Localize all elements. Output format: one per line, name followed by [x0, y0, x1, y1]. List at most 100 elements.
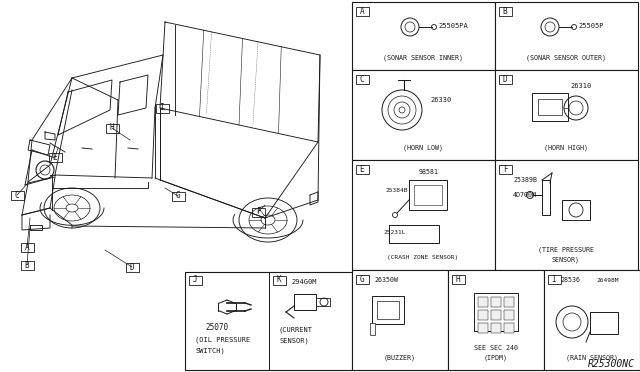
- Bar: [20, 243, 33, 251]
- Bar: [491, 297, 501, 307]
- Text: 4D700M: 4D700M: [513, 192, 537, 198]
- Bar: [495, 70, 638, 160]
- Text: (OIL PRESSURE: (OIL PRESSURE: [195, 337, 250, 343]
- Text: G: G: [176, 192, 180, 201]
- Text: (CURRENT: (CURRENT: [279, 327, 313, 333]
- Text: 26310: 26310: [570, 83, 591, 89]
- Bar: [377, 301, 399, 319]
- Text: C: C: [360, 74, 364, 83]
- Bar: [504, 323, 514, 333]
- Bar: [106, 124, 118, 132]
- Text: F: F: [256, 208, 260, 217]
- Text: (CRASH ZONE SENSOR): (CRASH ZONE SENSOR): [387, 256, 459, 260]
- Bar: [172, 192, 184, 201]
- Bar: [495, 160, 638, 270]
- Bar: [491, 323, 501, 333]
- Bar: [185, 272, 352, 370]
- Bar: [352, 270, 448, 370]
- Text: D: D: [502, 74, 508, 83]
- Bar: [478, 323, 488, 333]
- Bar: [355, 164, 369, 173]
- Text: H: H: [109, 124, 115, 132]
- Text: A: A: [25, 243, 29, 251]
- Text: G: G: [360, 275, 364, 283]
- Bar: [409, 180, 447, 210]
- Bar: [499, 74, 511, 83]
- Bar: [389, 225, 439, 243]
- Bar: [316, 298, 330, 306]
- Bar: [273, 276, 285, 285]
- Bar: [504, 310, 514, 320]
- Bar: [499, 164, 511, 173]
- Bar: [478, 310, 488, 320]
- Bar: [542, 180, 550, 215]
- Text: K: K: [276, 276, 282, 285]
- Text: SENSOR): SENSOR): [279, 338, 308, 344]
- Bar: [189, 276, 202, 285]
- Bar: [495, 2, 638, 70]
- Bar: [504, 297, 514, 307]
- Text: 25389B: 25389B: [513, 177, 537, 183]
- Bar: [532, 93, 568, 121]
- Bar: [355, 275, 369, 283]
- Text: (BUZZER): (BUZZER): [384, 355, 416, 361]
- Bar: [499, 6, 511, 16]
- Text: 98581: 98581: [419, 169, 439, 175]
- Text: I: I: [552, 275, 556, 283]
- Bar: [448, 270, 544, 370]
- Text: 25505PA: 25505PA: [438, 23, 468, 29]
- Bar: [451, 275, 465, 283]
- Text: 28536: 28536: [560, 277, 580, 283]
- Bar: [355, 6, 369, 16]
- Bar: [294, 294, 316, 310]
- Bar: [10, 190, 24, 199]
- Text: J: J: [193, 276, 197, 285]
- Bar: [414, 185, 442, 205]
- Bar: [156, 103, 168, 112]
- Text: (HORN LOW): (HORN LOW): [403, 145, 443, 151]
- Text: E: E: [52, 153, 58, 161]
- Bar: [352, 2, 495, 70]
- Text: F: F: [502, 164, 508, 173]
- Text: SWITCH): SWITCH): [195, 348, 225, 354]
- Bar: [547, 275, 561, 283]
- Bar: [125, 263, 138, 272]
- Text: (SONAR SENSOR OUTER): (SONAR SENSOR OUTER): [526, 55, 606, 61]
- Text: SENSOR): SENSOR): [552, 257, 580, 263]
- Text: H: H: [456, 275, 460, 283]
- Text: 26350W: 26350W: [374, 277, 398, 283]
- Text: 25384B: 25384B: [385, 187, 408, 192]
- Bar: [590, 312, 618, 334]
- Text: SEE SEC 240: SEE SEC 240: [474, 345, 518, 351]
- Text: D: D: [130, 263, 134, 272]
- Bar: [352, 160, 495, 270]
- Text: R25300NC: R25300NC: [588, 359, 635, 369]
- Bar: [544, 270, 640, 370]
- Text: 25231L: 25231L: [383, 231, 406, 235]
- Text: (SONAR SENSOR INNER): (SONAR SENSOR INNER): [383, 55, 463, 61]
- Text: 25505P: 25505P: [578, 23, 604, 29]
- Text: 26498M: 26498M: [596, 278, 618, 282]
- Bar: [372, 296, 404, 324]
- Bar: [538, 99, 562, 115]
- Text: E: E: [360, 164, 364, 173]
- Text: I: I: [160, 103, 164, 112]
- Bar: [352, 70, 495, 160]
- Bar: [478, 297, 488, 307]
- Text: B: B: [25, 260, 29, 269]
- Text: B: B: [502, 6, 508, 16]
- Text: (TIRE PRESSURE: (TIRE PRESSURE: [538, 247, 594, 253]
- Text: 26330: 26330: [430, 97, 451, 103]
- Bar: [474, 293, 518, 331]
- Text: 294G0M: 294G0M: [291, 279, 317, 285]
- Bar: [491, 310, 501, 320]
- Bar: [252, 208, 264, 217]
- Text: (IPDM): (IPDM): [484, 355, 508, 361]
- Text: 25070: 25070: [205, 323, 228, 331]
- Text: (RAIN SENSOR): (RAIN SENSOR): [566, 355, 618, 361]
- Text: A: A: [360, 6, 364, 16]
- Bar: [20, 260, 33, 269]
- Bar: [49, 153, 61, 161]
- Bar: [355, 74, 369, 83]
- Bar: [562, 200, 590, 220]
